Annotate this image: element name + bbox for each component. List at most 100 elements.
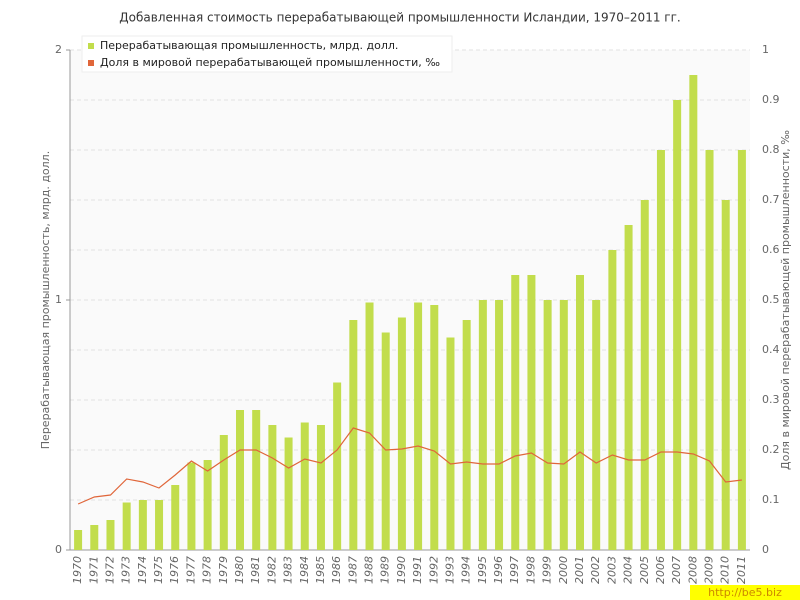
bar [74,530,83,550]
bar [316,425,325,550]
bar [203,460,212,550]
legend-box [81,35,453,73]
bar [608,250,617,550]
bar [268,425,277,550]
x-tick-label: 2004 [622,556,635,584]
y2-tick-label: 0.4 [762,343,780,356]
y2-tick-label: 0.2 [762,443,780,456]
x-tick-label: 2006 [654,556,667,584]
x-tick-label: 2007 [670,556,683,584]
x-tick-label: 1992 [427,556,440,584]
y2-tick-label: 1 [762,43,769,56]
y2-tick-label: 0.6 [762,243,780,256]
bar [478,300,487,550]
x-tick-label: 1989 [379,556,392,584]
y2-tick-label: 0.8 [762,143,780,156]
bar [656,150,665,550]
bar [576,275,584,550]
x-tick-label: 1983 [282,556,295,584]
bar [495,300,504,550]
x-tick-label: 1993 [443,556,456,584]
y-tick-label: 0 [55,543,62,556]
x-tick-label: 2011 [735,556,748,584]
x-tick-label: 1999 [541,556,554,584]
x-tick-label: 1984 [298,556,311,584]
bar [559,300,568,550]
x-tick-label: 1973 [120,556,133,584]
legend: Перерабатывающая промышленность, млрд. д… [81,35,453,73]
x-tick-label: 1998 [524,556,537,584]
x-tick-label: 2010 [719,556,732,584]
y-axis-label: Перерабатывающая промышленность, млрд. д… [39,151,52,449]
x-tick-label: 1982 [265,556,278,584]
y2-tick-label: 0.9 [762,93,780,106]
bar [333,382,342,550]
bar [640,200,649,550]
x-tick-label: 1986 [330,556,343,584]
bar [527,275,536,550]
x-tick-label: 1972 [103,556,116,584]
watermark-bg [690,585,800,600]
x-tick-label: 1978 [201,556,214,584]
bar [689,75,698,550]
y2-tick-label: 0.7 [762,193,780,206]
bar [624,225,633,550]
y-tick-label: 2 [55,43,62,56]
x-tick-label: 2009 [703,556,716,584]
bar [673,100,682,550]
x-tick-label: 1977 [184,556,197,584]
bar [430,305,439,550]
bar [462,320,471,550]
legend-label: Доля в мировой перерабатывающей промышле… [100,56,440,69]
y2-tick-label: 0 [762,543,769,556]
bar [511,275,520,550]
x-tick-label: 2008 [686,556,699,584]
x-tick-label: 1975 [152,556,165,584]
x-tick-label: 1990 [395,556,408,584]
bar [236,410,244,550]
legend-marker [88,43,94,49]
bar [219,435,228,550]
chart-title: Добавленная стоимость перерабатывающей п… [119,11,680,25]
x-tick-label: 2005 [638,556,651,584]
x-tick-label: 1988 [363,556,376,584]
legend-marker [88,60,94,66]
bar [300,422,309,550]
x-tick-label: 1980 [233,556,246,584]
bar [721,200,730,550]
bar [155,500,164,550]
y2-tick-label: 0.3 [762,393,780,406]
x-tick-label: 1971 [87,556,100,584]
y2-tick-label: 0.1 [762,493,780,506]
bar [122,502,131,550]
x-tick-label: 1997 [508,556,521,584]
bar [414,302,423,550]
x-tick-label: 2003 [605,556,618,584]
x-tick-label: 1985 [314,556,327,584]
bar [187,462,196,550]
x-tick-label: 2002 [589,556,602,584]
y2-axis-label: Доля в мировой перерабатывающей промышле… [779,130,792,470]
bar [365,302,374,550]
bar [737,150,746,550]
bar [138,500,147,550]
bar [252,410,261,550]
y2-tick-label: 0.5 [762,293,780,306]
bar [446,337,455,550]
bar [284,437,293,550]
x-tick-label: 1987 [346,556,359,584]
bar [106,520,115,550]
bar [90,525,99,550]
watermark: http://be5.biz [708,586,782,599]
bar [349,320,358,550]
bar [171,485,180,550]
bar [381,332,390,550]
bar [705,150,714,550]
bar [592,300,601,550]
x-tick-label: 1979 [217,556,230,584]
x-tick-label: 1970 [71,556,84,584]
x-tick-label: 1974 [136,556,149,584]
bar [543,300,552,550]
